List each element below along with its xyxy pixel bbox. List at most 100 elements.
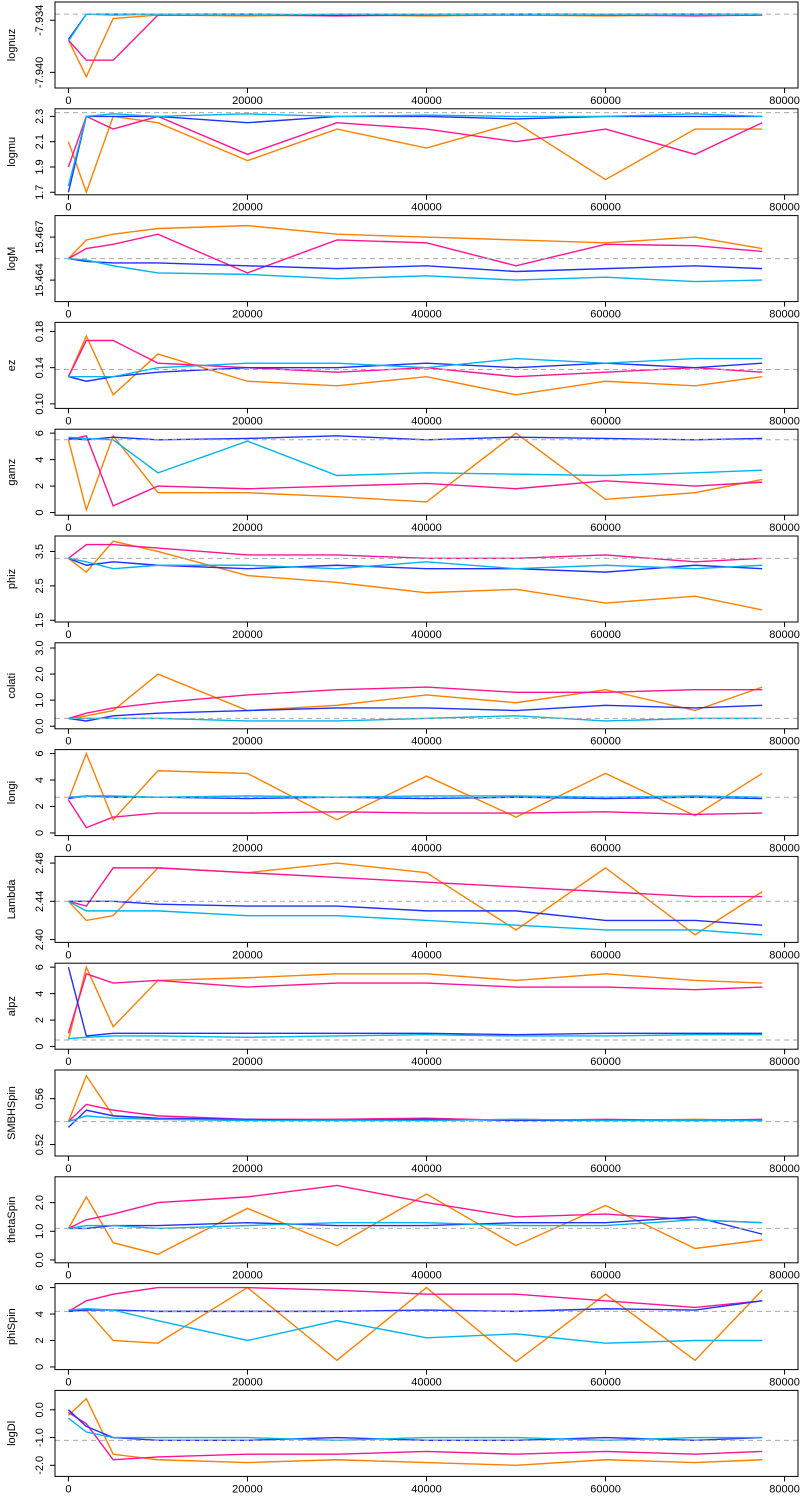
x-tick-label: 60000 <box>590 1163 621 1175</box>
x-tick-label: 60000 <box>590 522 621 534</box>
plot-frame <box>54 321 799 409</box>
trace-line <box>68 1216 763 1235</box>
plot-frame <box>54 428 799 516</box>
x-tick-label: 80000 <box>769 843 800 855</box>
trace-line <box>67 224 763 260</box>
trace-line <box>68 1417 763 1442</box>
x-tick-label: 80000 <box>769 415 800 427</box>
plot-frame <box>54 1389 799 1477</box>
x-tick-label: 60000 <box>590 629 621 641</box>
x-tick-label: 60000 <box>590 309 621 321</box>
trace-line <box>67 751 763 822</box>
plot-frame <box>54 1069 799 1157</box>
x-tick-label: 80000 <box>769 1377 800 1389</box>
trace-line <box>68 540 763 611</box>
x-tick-label: 60000 <box>590 95 621 107</box>
trace-line <box>68 233 763 274</box>
trace-line <box>68 1308 763 1344</box>
trace-line <box>67 966 763 1037</box>
trace-line <box>68 557 763 573</box>
trace-line <box>68 436 763 477</box>
y-tick-label: 2.0 <box>34 1195 46 1210</box>
y-tick-label: 4 <box>34 777 46 783</box>
x-tick-label: 20000 <box>232 95 263 107</box>
x-tick-label: 40000 <box>411 1163 442 1175</box>
x-tick-label: 80000 <box>769 1056 800 1068</box>
trace-line <box>67 13 763 40</box>
plot-frame <box>54 1 799 89</box>
trace-line <box>67 14 763 61</box>
trace-line <box>68 357 763 378</box>
trace-line <box>67 14 763 79</box>
trace-line <box>68 704 763 722</box>
y-tick-label: 3.0 <box>34 640 46 655</box>
y-tick-label: 2.40 <box>34 929 46 950</box>
y-tick-label: 0 <box>34 1364 46 1370</box>
x-tick-label: 40000 <box>411 843 442 855</box>
x-tick-label: 20000 <box>232 1270 263 1282</box>
trace-line <box>67 1409 763 1442</box>
trace-line <box>67 432 763 513</box>
trace-line <box>68 1411 763 1461</box>
trace-line <box>67 1103 763 1123</box>
plot-frame <box>54 535 799 623</box>
x-tick-label: 60000 <box>590 1056 621 1068</box>
y-tick-label: 2.3 <box>34 109 46 124</box>
y-tick-label: 15.464 <box>34 263 46 297</box>
y-tick-label: 2.5 <box>34 578 46 593</box>
x-tick-label: 0 <box>65 1163 71 1175</box>
y-tick-label: 1.5 <box>34 613 46 628</box>
trace-line <box>68 1300 763 1313</box>
x-tick-label: 0 <box>65 1270 71 1282</box>
y-tick-label: 0.10 <box>34 393 46 414</box>
y-axis-label: ez <box>6 360 18 372</box>
x-tick-label: 40000 <box>411 202 442 214</box>
y-tick-label: 0 <box>34 830 46 836</box>
plot-frame <box>54 855 799 943</box>
plot-frame <box>54 215 799 303</box>
y-axis-label: gamz <box>6 459 18 486</box>
trace-line <box>67 1193 763 1255</box>
trace-line <box>68 686 763 720</box>
x-tick-label: 20000 <box>232 949 263 961</box>
x-tick-label: 0 <box>65 1377 71 1389</box>
x-tick-label: 80000 <box>769 95 800 107</box>
x-tick-label: 0 <box>65 843 71 855</box>
trace-line <box>68 557 763 570</box>
x-tick-label: 0 <box>65 202 71 214</box>
y-tick-label: 0.14 <box>34 357 46 378</box>
x-tick-label: 0 <box>65 949 71 961</box>
x-tick-label: 80000 <box>769 949 800 961</box>
trace-line <box>67 862 763 936</box>
trace-line <box>67 115 763 195</box>
y-axis-label: phiz <box>6 569 18 589</box>
plot-frame <box>54 962 799 1050</box>
x-tick-label: 40000 <box>411 1483 442 1495</box>
trace-line <box>68 900 763 926</box>
y-tick-label: 1.9 <box>34 159 46 174</box>
trace-line <box>67 1397 763 1467</box>
y-tick-label: 0 <box>34 509 46 515</box>
y-axis-label: logM <box>6 247 18 271</box>
x-tick-label: 60000 <box>590 1483 621 1495</box>
x-tick-label: 20000 <box>232 202 263 214</box>
plot-frame <box>54 1283 799 1371</box>
x-tick-label: 60000 <box>590 1377 621 1389</box>
y-tick-label: 4 <box>34 1311 46 1317</box>
x-tick-label: 20000 <box>232 522 263 534</box>
trace-line <box>68 1184 763 1230</box>
trace-line <box>68 257 763 283</box>
trace-line <box>68 435 763 441</box>
y-tick-label: -7.940 <box>34 57 46 88</box>
y-axis-label: alpz <box>6 996 18 1016</box>
y-tick-label: 3.5 <box>34 544 46 559</box>
trace-line <box>68 1286 763 1312</box>
y-tick-label: -2.0 <box>34 1456 46 1475</box>
y-tick-label: 2 <box>34 803 46 809</box>
y-tick-label: 0 <box>34 1043 46 1049</box>
x-tick-label: 20000 <box>232 1483 263 1495</box>
x-tick-label: 20000 <box>232 1163 263 1175</box>
x-tick-label: 0 <box>65 629 71 641</box>
trace-line <box>67 13 763 42</box>
